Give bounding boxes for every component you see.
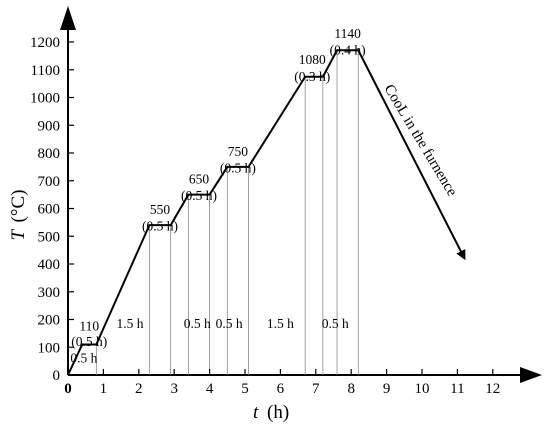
y-tick-label: 400 [38,257,61,273]
stage-duration-label: 1.5 h [116,316,143,331]
x-axis-variable: t [253,402,259,423]
x-tick-label: 7 [312,381,320,397]
y-tick-label: 300 [38,285,61,301]
x-tick-label: 3 [170,381,178,397]
hold-temperature-label: 110 [79,319,99,334]
y-tick-label: 700 [38,174,61,190]
x-tick-label: 8 [347,381,355,397]
hold-duration-label: (0.5 h) [181,188,217,203]
hold-temperature-label: 750 [228,144,249,159]
stage-duration-label: 0.5 h [184,316,211,331]
y-axis-arrow [60,6,76,30]
hold-temperature-label: 650 [189,172,210,187]
x-axis-title: t (h) [253,402,289,423]
y-tick-label: 600 [38,202,61,218]
annotation-group: 110(0.5 h)550(0.5 h)650(0.5 h)750(0.5 h)… [70,26,365,366]
y-axis-title: T (°C) [8,190,29,241]
x-axis-unit: (h) [267,402,289,423]
x-tick-label: 0 [64,381,72,397]
y-axis-variable: T [8,228,29,240]
y-tick-label: 100 [38,340,61,356]
x-tick-label: 12 [485,381,500,397]
hold-temperature-label: 550 [150,202,171,217]
y-tick-label: 1200 [30,35,60,51]
hold-temperature-label: 1140 [334,26,361,41]
stage-duration-label: 0.5 h [322,316,349,331]
y-tick-label: 1000 [30,91,60,107]
hold-duration-label: (0.3 h) [294,69,330,84]
x-tick-label: 6 [277,381,285,397]
x-axis-arrow [520,367,542,383]
y-tick-label: 1100 [31,63,60,79]
y-tick-label: 900 [38,118,61,134]
hold-duration-label: (0.5 h) [220,160,256,175]
series-line [67,49,466,376]
axis-ticks: 0 1 2 3 4 5 6 7 8 9 10 11 12010020030040050060070080… [30,35,500,397]
y-tick-label: 500 [38,229,61,245]
x-tick-label: 9 [383,381,391,397]
series-group [67,49,466,376]
x-tick-label: 1 [100,381,108,397]
guide-lines [95,50,359,375]
y-axis-unit: (°C) [8,190,29,223]
x-tick-label: 5 [241,381,249,397]
hold-duration-label: (0.4 h) [330,42,366,57]
stage-duration-label: 0.5 h [216,316,243,331]
hold-temperature-label: 1080 [299,52,326,67]
hold-duration-label: (0.5 h) [71,334,107,349]
x-tick-label: 4 [206,381,214,397]
x-tick-label: 2 [135,381,143,397]
y-tick-label: 800 [38,146,61,162]
stage-duration-label: 1.5 h [267,316,294,331]
y-tick-label: 0 [53,368,61,384]
hold-duration-label: (0.5 h) [142,219,178,234]
stage-duration-label: 0.5 h [70,351,97,366]
x-tick-label: 10 [415,381,430,397]
cooling-label: CooL in the furnence [381,82,460,200]
y-tick-label: 200 [38,313,61,329]
x-tick-label: 11 [450,381,464,397]
